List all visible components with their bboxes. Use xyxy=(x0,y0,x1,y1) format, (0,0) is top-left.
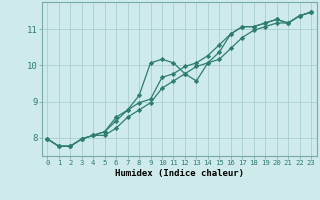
X-axis label: Humidex (Indice chaleur): Humidex (Indice chaleur) xyxy=(115,169,244,178)
